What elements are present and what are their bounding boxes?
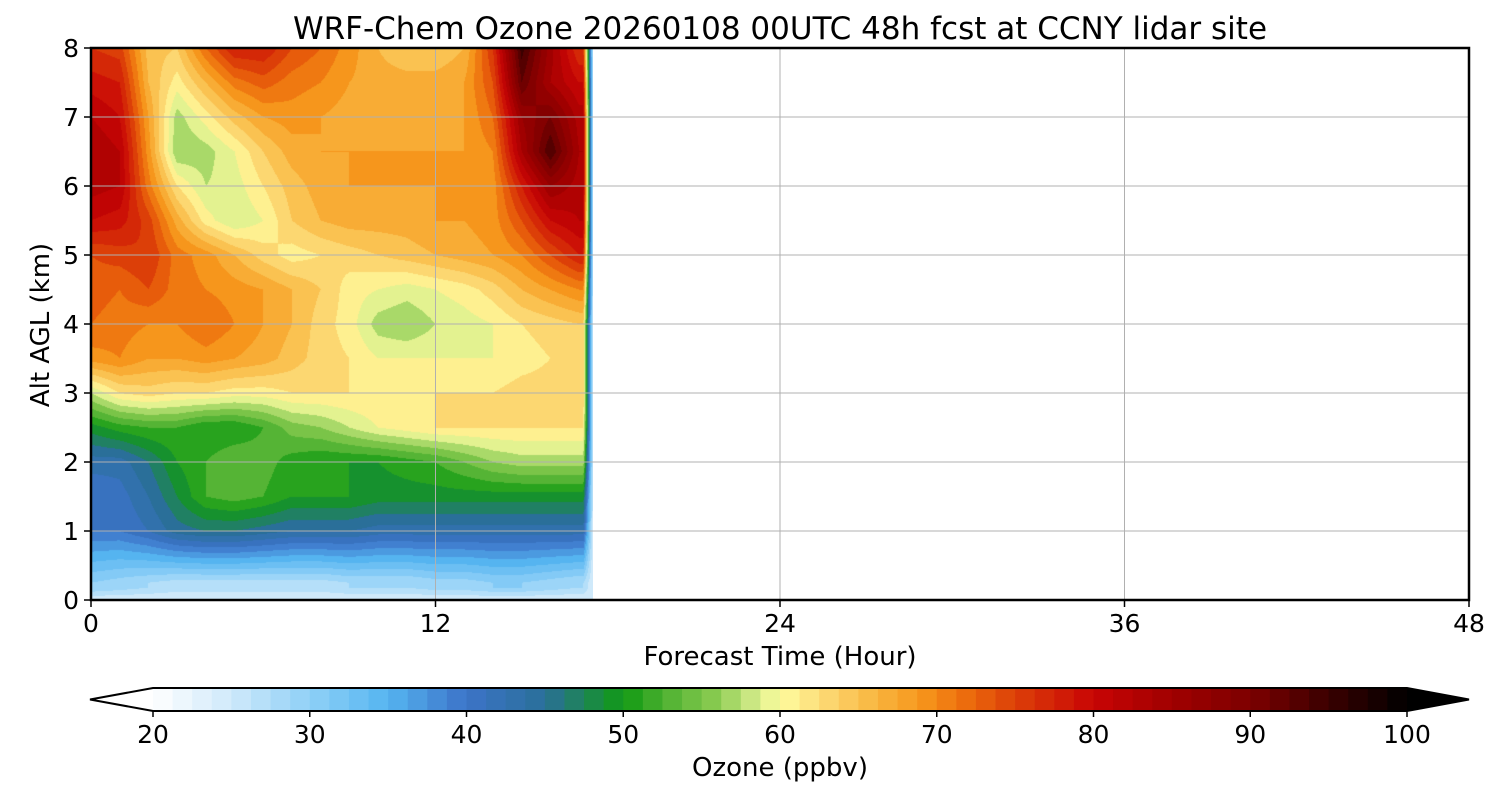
colorbar-segment [172,688,193,711]
colorbar-segment [819,688,840,711]
colorbar-segment [466,688,487,711]
colorbar-segment [1171,688,1193,711]
colorbar-segment [1093,688,1114,711]
colorbar-segment [368,688,389,711]
colorbar-tick-label: 40 [451,720,483,749]
colorbar-segment [290,688,311,711]
colorbar-segment [975,688,997,711]
colorbar-segment [407,688,428,711]
colorbar: 20 30 40 50 60 70 80 90 100 [89,687,1470,749]
colorbar-segment [1113,688,1134,711]
colorbar-segment [153,688,174,711]
colorbar-label: Ozone (ppbv) [692,753,868,783]
colorbar-segment [584,688,605,711]
colorbar-segment [525,688,546,711]
colorbar-segment [1328,688,1349,711]
colorbar-segment [603,688,624,711]
colorbar-segment [780,688,801,711]
colorbar-tick-label: 90 [1234,720,1266,749]
colorbar-segment [329,688,350,711]
colorbar-segment [662,688,683,711]
colorbar-segment [1034,688,1055,711]
colorbar-tick-label: 20 [137,720,169,749]
colorbar-segment [838,688,859,711]
colorbar-segment [388,688,409,711]
colorbar-segment [1269,688,1291,711]
colorbar-segment [309,688,330,711]
colorbar-segment [1132,688,1153,711]
colorbar-tick-label: 70 [921,720,953,749]
colorbar-segment [799,688,820,711]
colorbar-tick-label: 50 [607,720,639,749]
colorbar-segment [1191,688,1212,711]
x-tick-label: 36 [1109,609,1141,638]
y-tick-label: 5 [63,241,79,270]
colorbar-segment [740,688,762,711]
colorbar-segment [564,688,585,711]
colorbar-segment [427,688,448,711]
chart-title: WRF-Chem Ozone 20260108 00UTC 48h fcst a… [293,11,1267,47]
colorbar-min-extend [90,688,153,711]
colorbar-segment [1250,688,1271,711]
colorbar-tick-label: 30 [294,720,326,749]
colorbar-segment [192,688,213,711]
y-tick-label: 0 [63,586,79,615]
x-tick-label: 0 [83,609,99,638]
colorbar-segment [936,688,957,711]
x-axis-label: Forecast Time (Hour) [643,642,916,672]
colorbar-segment [231,688,252,711]
colorbar-segment [682,688,703,711]
x-tick-label: 12 [420,609,452,638]
colorbar-segment [1309,688,1330,711]
y-tick-label: 3 [63,379,79,408]
colorbar-segment [1152,688,1173,711]
colorbar-segment [642,688,664,711]
colorbar-segment [858,688,879,711]
colorbar-segment [1211,688,1232,711]
y-tick-label: 1 [63,517,79,546]
colorbar-tick-label: 60 [764,720,796,749]
colorbar-segment [1073,688,1095,711]
colorbar-segment [995,688,1016,711]
colorbar-segment [721,688,742,711]
colorbar-segment [917,688,938,711]
y-tick-label: 4 [63,310,79,339]
colorbar-segment [446,688,468,711]
colorbar-max-extend [1407,688,1469,711]
colorbar-segment [701,688,722,711]
y-tick-label: 7 [63,103,79,132]
colorbar-segment [956,688,977,711]
colorbar-segment [348,688,370,711]
colorbar-segment [1387,688,1408,711]
y-tick-label: 6 [63,172,79,201]
colorbar-segment [544,688,566,711]
y-tick-label: 8 [63,34,79,63]
colorbar-segment [1367,688,1389,711]
x-tick-label: 24 [764,609,796,638]
colorbar-segment [1230,688,1251,711]
colorbar-segment [1054,688,1075,711]
colorbar-segment [760,688,781,711]
colorbar-tick-label: 100 [1383,720,1431,749]
y-axis-label: Alt AGL (km) [26,243,56,407]
colorbar-segment [623,688,644,711]
colorbar-segment [270,688,291,711]
y-tick-label: 2 [63,448,79,477]
colorbar-segment [1289,688,1310,711]
colorbar-segment [897,688,918,711]
colorbar-tick-label: 80 [1078,720,1110,749]
colorbar-segment [1348,688,1369,711]
x-tick-label: 48 [1453,609,1485,638]
colorbar-segment [877,688,899,711]
colorbar-segment [1015,688,1036,711]
colorbar-segment [211,688,232,711]
colorbar-segment [250,688,272,711]
colorbar-segment [505,688,526,711]
colorbar-segment [486,688,507,711]
